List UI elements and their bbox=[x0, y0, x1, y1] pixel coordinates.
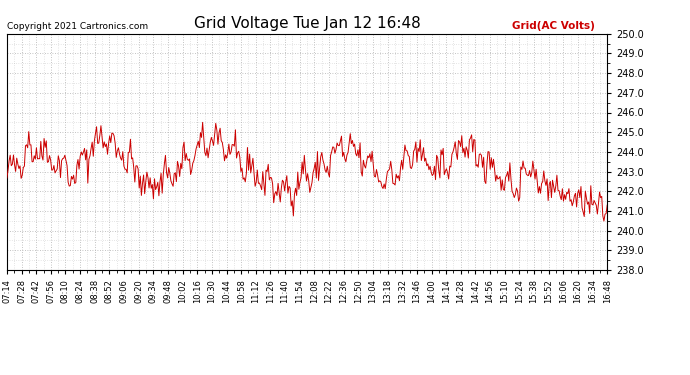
Title: Grid Voltage Tue Jan 12 16:48: Grid Voltage Tue Jan 12 16:48 bbox=[194, 16, 420, 31]
Text: Copyright 2021 Cartronics.com: Copyright 2021 Cartronics.com bbox=[7, 22, 148, 32]
Text: Grid(AC Volts): Grid(AC Volts) bbox=[512, 21, 595, 32]
